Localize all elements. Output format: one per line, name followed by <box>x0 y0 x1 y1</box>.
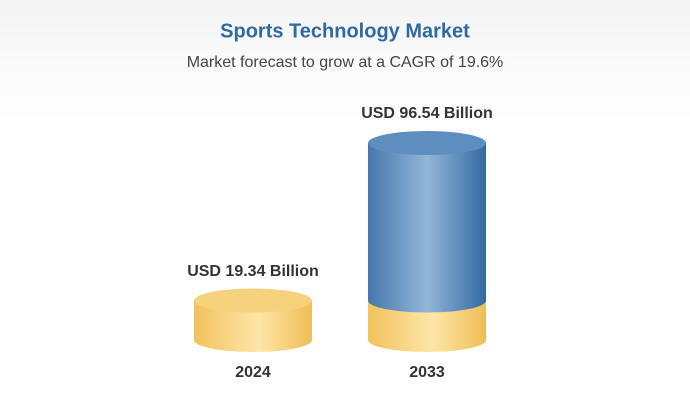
chart-subtitle: Market forecast to grow at a CAGR of 19.… <box>187 54 504 71</box>
value-label: USD 96.54 Billion <box>361 105 493 122</box>
category-label: 2024 <box>235 364 271 381</box>
cylinder-top <box>194 288 312 313</box>
chart-title: Sports Technology Market <box>220 20 470 42</box>
cylinder-top <box>368 131 486 155</box>
value-label: USD 19.34 Billion <box>187 263 319 280</box>
cylinder-segment-edge <box>368 288 486 313</box>
category-label: 2033 <box>409 364 445 381</box>
